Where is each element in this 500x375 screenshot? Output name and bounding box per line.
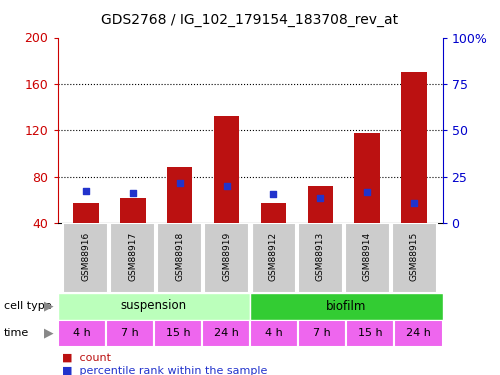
Text: 15 h: 15 h [166, 328, 190, 338]
Text: time: time [4, 328, 29, 338]
Bar [204, 223, 249, 292]
Text: 4 h: 4 h [265, 328, 283, 338]
Bar [345, 223, 390, 292]
Bar [106, 320, 154, 346]
Text: 4 h: 4 h [72, 328, 90, 338]
Bar [402, 72, 427, 223]
Text: 24 h: 24 h [406, 328, 431, 338]
Point [222, 183, 230, 189]
Bar [250, 292, 442, 320]
Text: ■  percentile rank within the sample: ■ percentile rank within the sample [62, 366, 268, 375]
Text: 7 h: 7 h [314, 328, 331, 338]
Bar [394, 320, 442, 346]
Text: ▶: ▶ [44, 327, 54, 339]
Bar [298, 320, 346, 346]
Bar [166, 167, 192, 223]
Point [176, 180, 184, 186]
Text: GSM88917: GSM88917 [128, 232, 137, 281]
Point [128, 190, 136, 196]
Bar [298, 223, 343, 292]
Bar [354, 133, 380, 223]
Point [410, 200, 418, 206]
Bar [260, 203, 286, 223]
Bar [308, 186, 334, 223]
Text: GSM88918: GSM88918 [175, 232, 184, 281]
Text: GSM88913: GSM88913 [316, 232, 325, 281]
Text: GSM88916: GSM88916 [81, 232, 90, 281]
Text: 24 h: 24 h [214, 328, 238, 338]
Text: suspension: suspension [120, 300, 187, 312]
Point [82, 188, 90, 194]
Text: GSM88912: GSM88912 [269, 232, 278, 281]
Text: GSM88915: GSM88915 [410, 232, 419, 281]
Point [270, 191, 278, 197]
Text: 15 h: 15 h [358, 328, 382, 338]
Bar [392, 223, 437, 292]
Point [316, 195, 324, 201]
Point [364, 189, 372, 195]
Bar [250, 320, 298, 346]
Bar [63, 223, 108, 292]
Text: biofilm: biofilm [326, 300, 366, 312]
Text: ■  count: ■ count [62, 353, 112, 363]
Bar [120, 198, 146, 223]
Bar [154, 320, 202, 346]
Text: GDS2768 / IG_102_179154_183708_rev_at: GDS2768 / IG_102_179154_183708_rev_at [102, 13, 399, 27]
Text: cell type: cell type [4, 301, 52, 311]
Bar [58, 320, 106, 346]
Bar [157, 223, 202, 292]
Text: GSM88914: GSM88914 [363, 232, 372, 281]
Bar [73, 203, 98, 223]
Bar [346, 320, 395, 346]
Text: 7 h: 7 h [121, 328, 138, 338]
Bar [58, 292, 250, 320]
Bar [214, 116, 240, 223]
Text: GSM88919: GSM88919 [222, 232, 231, 281]
Text: ▶: ▶ [44, 300, 54, 312]
Bar [251, 223, 296, 292]
Bar [202, 320, 250, 346]
Bar [110, 223, 155, 292]
